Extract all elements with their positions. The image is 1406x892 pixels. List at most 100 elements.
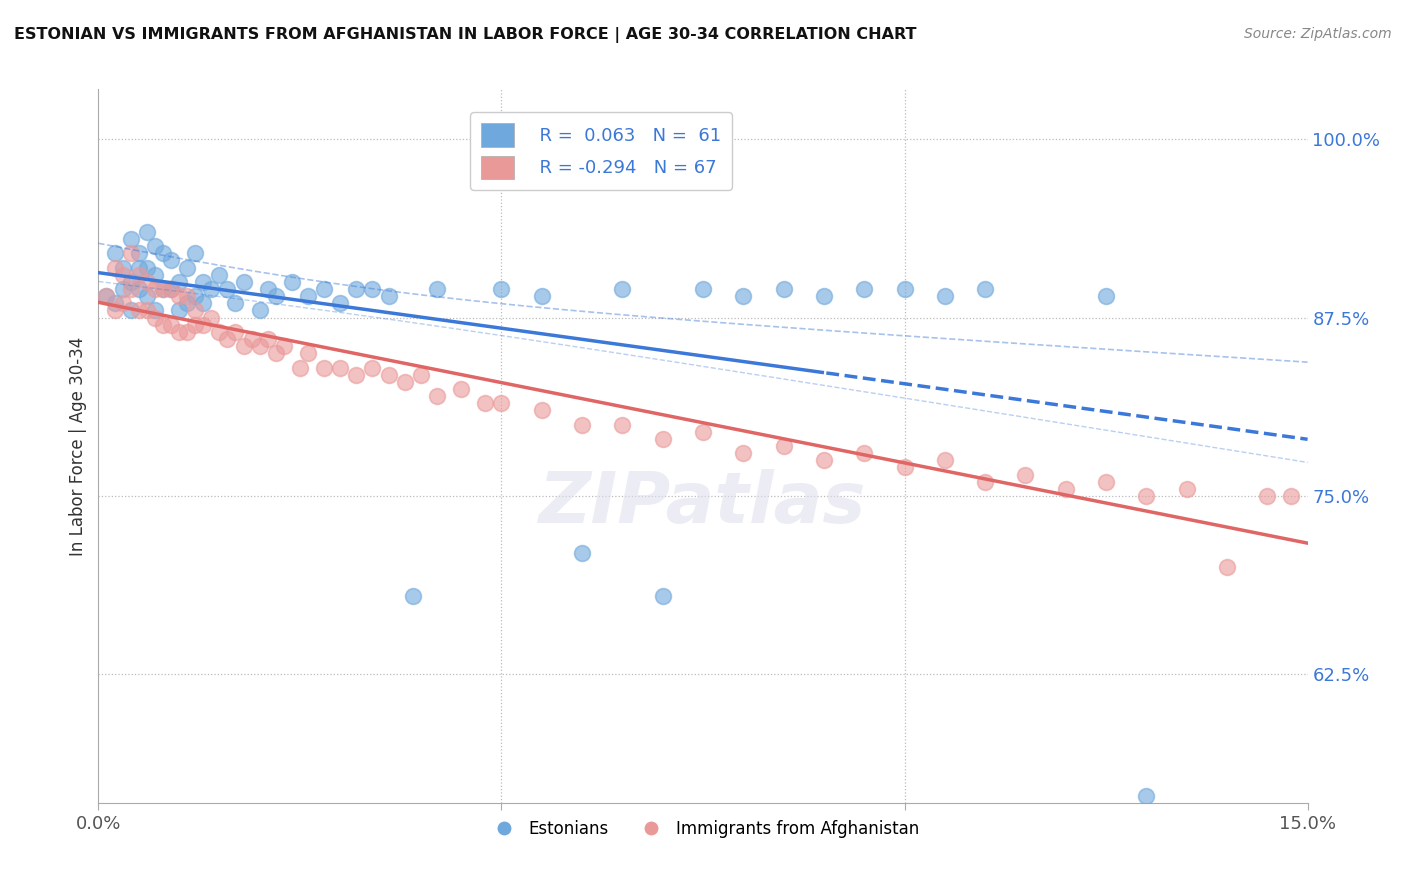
Point [1175, 482, 1198, 496]
Point [160, 253, 183, 268]
Point [344, 282, 367, 296]
Point [111, 260, 134, 275]
Point [120, 232, 142, 246]
Point [1135, 789, 1157, 803]
Point [314, 282, 336, 296]
Point [128, 268, 150, 282]
Point [167, 275, 190, 289]
Point [208, 325, 231, 339]
Point [128, 246, 150, 260]
Point [474, 396, 496, 410]
Point [152, 246, 174, 260]
Point [135, 275, 157, 289]
Point [184, 289, 207, 303]
Point [249, 303, 271, 318]
Point [344, 368, 367, 382]
Point [193, 275, 215, 289]
Point [934, 453, 956, 467]
Point [1014, 467, 1036, 482]
Point [96, 289, 118, 303]
Point [224, 325, 246, 339]
Point [651, 589, 673, 603]
Point [224, 296, 246, 310]
Legend: Estonians, Immigrants from Afghanistan: Estonians, Immigrants from Afghanistan [481, 814, 925, 845]
Text: ZIPatlas: ZIPatlas [540, 468, 866, 538]
Point [772, 439, 794, 453]
Point [394, 375, 416, 389]
Point [813, 453, 835, 467]
Point [377, 368, 399, 382]
Point [103, 260, 125, 275]
Point [264, 346, 287, 360]
Point [232, 339, 254, 353]
Point [692, 425, 714, 439]
Point [232, 275, 254, 289]
Point [1216, 560, 1239, 574]
Point [571, 417, 593, 432]
Point [297, 289, 319, 303]
Point [314, 360, 336, 375]
Point [934, 289, 956, 303]
Point [128, 303, 150, 318]
Point [120, 275, 142, 289]
Point [96, 289, 118, 303]
Point [217, 282, 239, 296]
Point [143, 310, 166, 325]
Point [184, 318, 207, 332]
Point [281, 275, 304, 289]
Point [176, 260, 198, 275]
Point [361, 282, 384, 296]
Point [152, 282, 174, 296]
Point [184, 246, 207, 260]
Point [256, 282, 278, 296]
Point [167, 325, 190, 339]
Text: Source: ZipAtlas.com: Source: ZipAtlas.com [1244, 27, 1392, 41]
Point [193, 318, 215, 332]
Point [288, 360, 311, 375]
Point [491, 396, 513, 410]
Point [152, 282, 174, 296]
Point [143, 268, 166, 282]
Point [176, 296, 198, 310]
Point [1095, 475, 1118, 489]
Point [160, 318, 183, 332]
Point [530, 289, 553, 303]
Point [974, 475, 997, 489]
Point [135, 303, 157, 318]
Point [651, 432, 673, 446]
Text: ESTONIAN VS IMMIGRANTS FROM AFGHANISTAN IN LABOR FORCE | AGE 30-34 CORRELATION C: ESTONIAN VS IMMIGRANTS FROM AFGHANISTAN … [14, 27, 917, 43]
Y-axis label: In Labor Force | Age 30-34: In Labor Force | Age 30-34 [69, 336, 87, 556]
Point [103, 296, 125, 310]
Point [176, 289, 198, 303]
Point [329, 360, 352, 375]
Point [135, 260, 157, 275]
Point [1054, 482, 1077, 496]
Point [1135, 489, 1157, 503]
Point [402, 589, 425, 603]
Point [160, 282, 183, 296]
Point [974, 282, 997, 296]
Point [167, 303, 190, 318]
Point [217, 332, 239, 346]
Point [853, 282, 876, 296]
Point [733, 446, 755, 460]
Point [772, 282, 794, 296]
Point [361, 360, 384, 375]
Point [111, 296, 134, 310]
Point [377, 289, 399, 303]
Point [128, 282, 150, 296]
Point [208, 268, 231, 282]
Point [1256, 489, 1278, 503]
Point [893, 460, 915, 475]
Point [152, 318, 174, 332]
Point [167, 289, 190, 303]
Point [612, 417, 634, 432]
Point [184, 303, 207, 318]
Point [530, 403, 553, 417]
Point [143, 239, 166, 253]
Point [1281, 489, 1303, 503]
Point [450, 382, 472, 396]
Point [160, 282, 183, 296]
Point [103, 246, 125, 260]
Point [409, 368, 432, 382]
